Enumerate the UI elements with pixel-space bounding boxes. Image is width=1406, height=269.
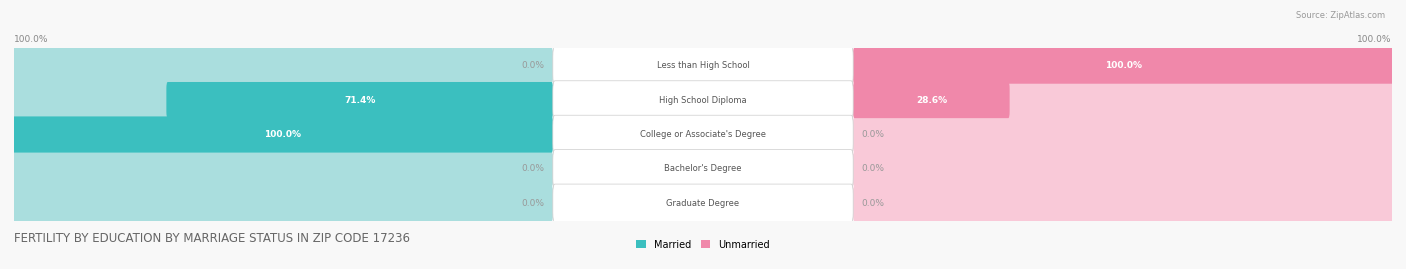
FancyBboxPatch shape: [13, 116, 553, 153]
FancyBboxPatch shape: [553, 150, 853, 188]
Text: Less than High School: Less than High School: [657, 61, 749, 70]
FancyBboxPatch shape: [853, 82, 1010, 118]
Text: 0.0%: 0.0%: [862, 164, 884, 174]
FancyBboxPatch shape: [166, 82, 553, 118]
Text: 0.0%: 0.0%: [522, 61, 544, 70]
FancyBboxPatch shape: [853, 48, 1393, 84]
Bar: [14, 48, 1392, 83]
FancyBboxPatch shape: [553, 184, 853, 223]
Bar: [14, 186, 1392, 221]
Bar: [14, 117, 1392, 152]
Text: Bachelor's Degree: Bachelor's Degree: [664, 164, 742, 174]
Text: 0.0%: 0.0%: [522, 164, 544, 174]
FancyBboxPatch shape: [13, 82, 553, 118]
Bar: [14, 83, 1392, 117]
Text: Source: ZipAtlas.com: Source: ZipAtlas.com: [1296, 11, 1385, 20]
Text: 100.0%: 100.0%: [264, 130, 301, 139]
Text: 71.4%: 71.4%: [344, 95, 375, 105]
FancyBboxPatch shape: [553, 115, 853, 154]
Text: High School Diploma: High School Diploma: [659, 95, 747, 105]
Text: College or Associate's Degree: College or Associate's Degree: [640, 130, 766, 139]
FancyBboxPatch shape: [853, 185, 1393, 221]
Text: 28.6%: 28.6%: [915, 95, 948, 105]
Bar: [14, 152, 1392, 186]
FancyBboxPatch shape: [853, 48, 1393, 84]
Legend: Married, Unmarried: Married, Unmarried: [633, 236, 773, 254]
FancyBboxPatch shape: [553, 81, 853, 119]
FancyBboxPatch shape: [13, 48, 553, 84]
FancyBboxPatch shape: [13, 185, 553, 221]
Text: 0.0%: 0.0%: [862, 130, 884, 139]
FancyBboxPatch shape: [553, 46, 853, 85]
Text: 100.0%: 100.0%: [14, 35, 49, 44]
Text: 0.0%: 0.0%: [862, 199, 884, 208]
FancyBboxPatch shape: [853, 82, 1393, 118]
FancyBboxPatch shape: [13, 151, 553, 187]
Text: 100.0%: 100.0%: [1357, 35, 1392, 44]
FancyBboxPatch shape: [853, 116, 1393, 153]
Text: 0.0%: 0.0%: [522, 199, 544, 208]
Text: 100.0%: 100.0%: [1105, 61, 1142, 70]
Text: FERTILITY BY EDUCATION BY MARRIAGE STATUS IN ZIP CODE 17236: FERTILITY BY EDUCATION BY MARRIAGE STATU…: [14, 232, 411, 245]
FancyBboxPatch shape: [853, 151, 1393, 187]
FancyBboxPatch shape: [13, 116, 553, 153]
Text: Graduate Degree: Graduate Degree: [666, 199, 740, 208]
